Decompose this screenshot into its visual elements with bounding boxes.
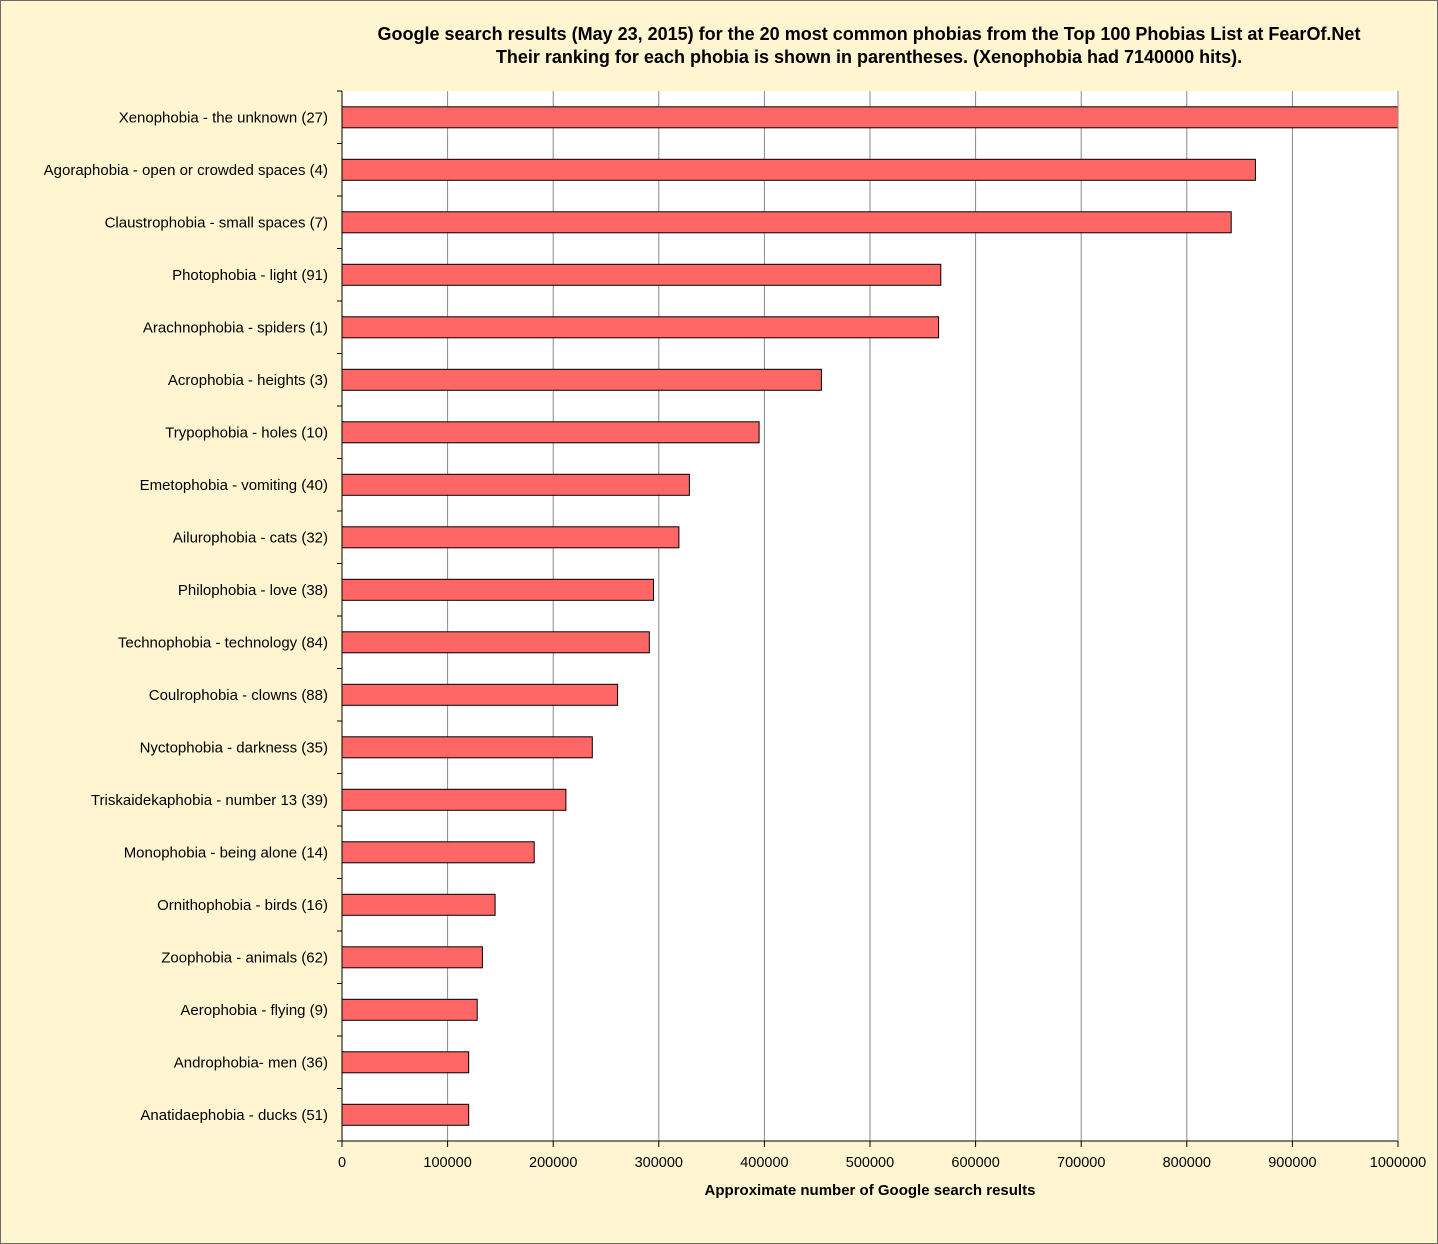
x-tick-label: 400000 xyxy=(740,1155,788,1171)
category-label: Androphobia- men (36) xyxy=(174,1054,328,1071)
bar xyxy=(341,788,567,811)
bar xyxy=(341,263,942,286)
category-label: Photophobia - light (91) xyxy=(172,267,328,284)
chart-title-line: Their ranking for each phobia is shown i… xyxy=(496,47,1242,67)
x-tick-label: 600000 xyxy=(951,1155,999,1171)
bar xyxy=(341,158,1256,181)
bar xyxy=(341,946,483,969)
category-label: Zoophobia - animals (62) xyxy=(161,949,328,966)
bar xyxy=(341,211,1232,234)
chart-title-line: Google search results (May 23, 2015) for… xyxy=(378,24,1361,44)
category-labels: Xenophobia - the unknown (27) Agoraphobia… xyxy=(44,109,328,1124)
bar xyxy=(341,1103,470,1126)
x-tick-label: 300000 xyxy=(635,1155,683,1171)
x-tick-label: 200000 xyxy=(529,1155,577,1171)
category-label: Trypophobia - holes (10) xyxy=(165,424,328,441)
category-label: Ornithophobia - birds (16) xyxy=(157,897,328,914)
x-tick-label: 500000 xyxy=(846,1155,894,1171)
chart-title: Google search results (May 23, 2015) for… xyxy=(378,24,1361,67)
bar xyxy=(341,736,593,759)
bar xyxy=(341,368,822,391)
category-label: Xenophobia - the unknown (27) xyxy=(119,109,328,126)
bar xyxy=(341,578,654,601)
bars xyxy=(341,106,1399,1126)
category-label: Ailurophobia - cats (32) xyxy=(173,529,328,546)
bar xyxy=(341,316,940,339)
category-label: Arachnophobia - spiders (1) xyxy=(143,319,328,336)
x-tick-label: 800000 xyxy=(1163,1155,1211,1171)
category-label: Triskaidekaphobia - number 13 (39) xyxy=(91,792,328,809)
bar xyxy=(341,683,619,706)
bar xyxy=(341,106,1399,129)
category-label: Acrophobia - heights (3) xyxy=(168,372,328,389)
x-tick-label: 900000 xyxy=(1268,1155,1316,1171)
category-label: Aerophobia - flying (9) xyxy=(180,1002,328,1019)
bar xyxy=(341,998,478,1021)
x-tick-label: 1000000 xyxy=(1370,1155,1426,1171)
bar xyxy=(341,526,680,549)
x-tick-label: 700000 xyxy=(1057,1155,1105,1171)
category-label: Philophobia - love (38) xyxy=(178,582,328,599)
category-label: Technophobia - technology (84) xyxy=(118,634,328,651)
x-tick-label: 100000 xyxy=(423,1155,471,1171)
category-label: Anatidaephobia - ducks (51) xyxy=(140,1107,328,1124)
x-axis-title: Approximate number of Google search resu… xyxy=(705,1182,1036,1199)
category-label: Claustrophobia - small spaces (7) xyxy=(105,214,328,231)
bar xyxy=(341,893,496,916)
bar xyxy=(341,631,650,654)
category-label: Emetophobia - vomiting (40) xyxy=(140,477,328,494)
x-tick-labels: 0 100000 200000 300000 400000 500000 600000 700… xyxy=(338,1155,1426,1171)
bar xyxy=(341,421,760,444)
category-label: Monophobia - being alone (14) xyxy=(124,844,328,861)
category-label: Coulrophobia - clowns (88) xyxy=(149,687,328,704)
x-tick-label: 0 xyxy=(338,1155,346,1171)
category-label: Nyctophobia - darkness (35) xyxy=(140,739,328,756)
bar xyxy=(341,841,535,864)
category-label: Agoraphobia - open or crowded spaces (4) xyxy=(44,162,328,179)
bar xyxy=(341,1051,470,1074)
bar xyxy=(341,473,690,496)
axes xyxy=(337,90,1399,1147)
